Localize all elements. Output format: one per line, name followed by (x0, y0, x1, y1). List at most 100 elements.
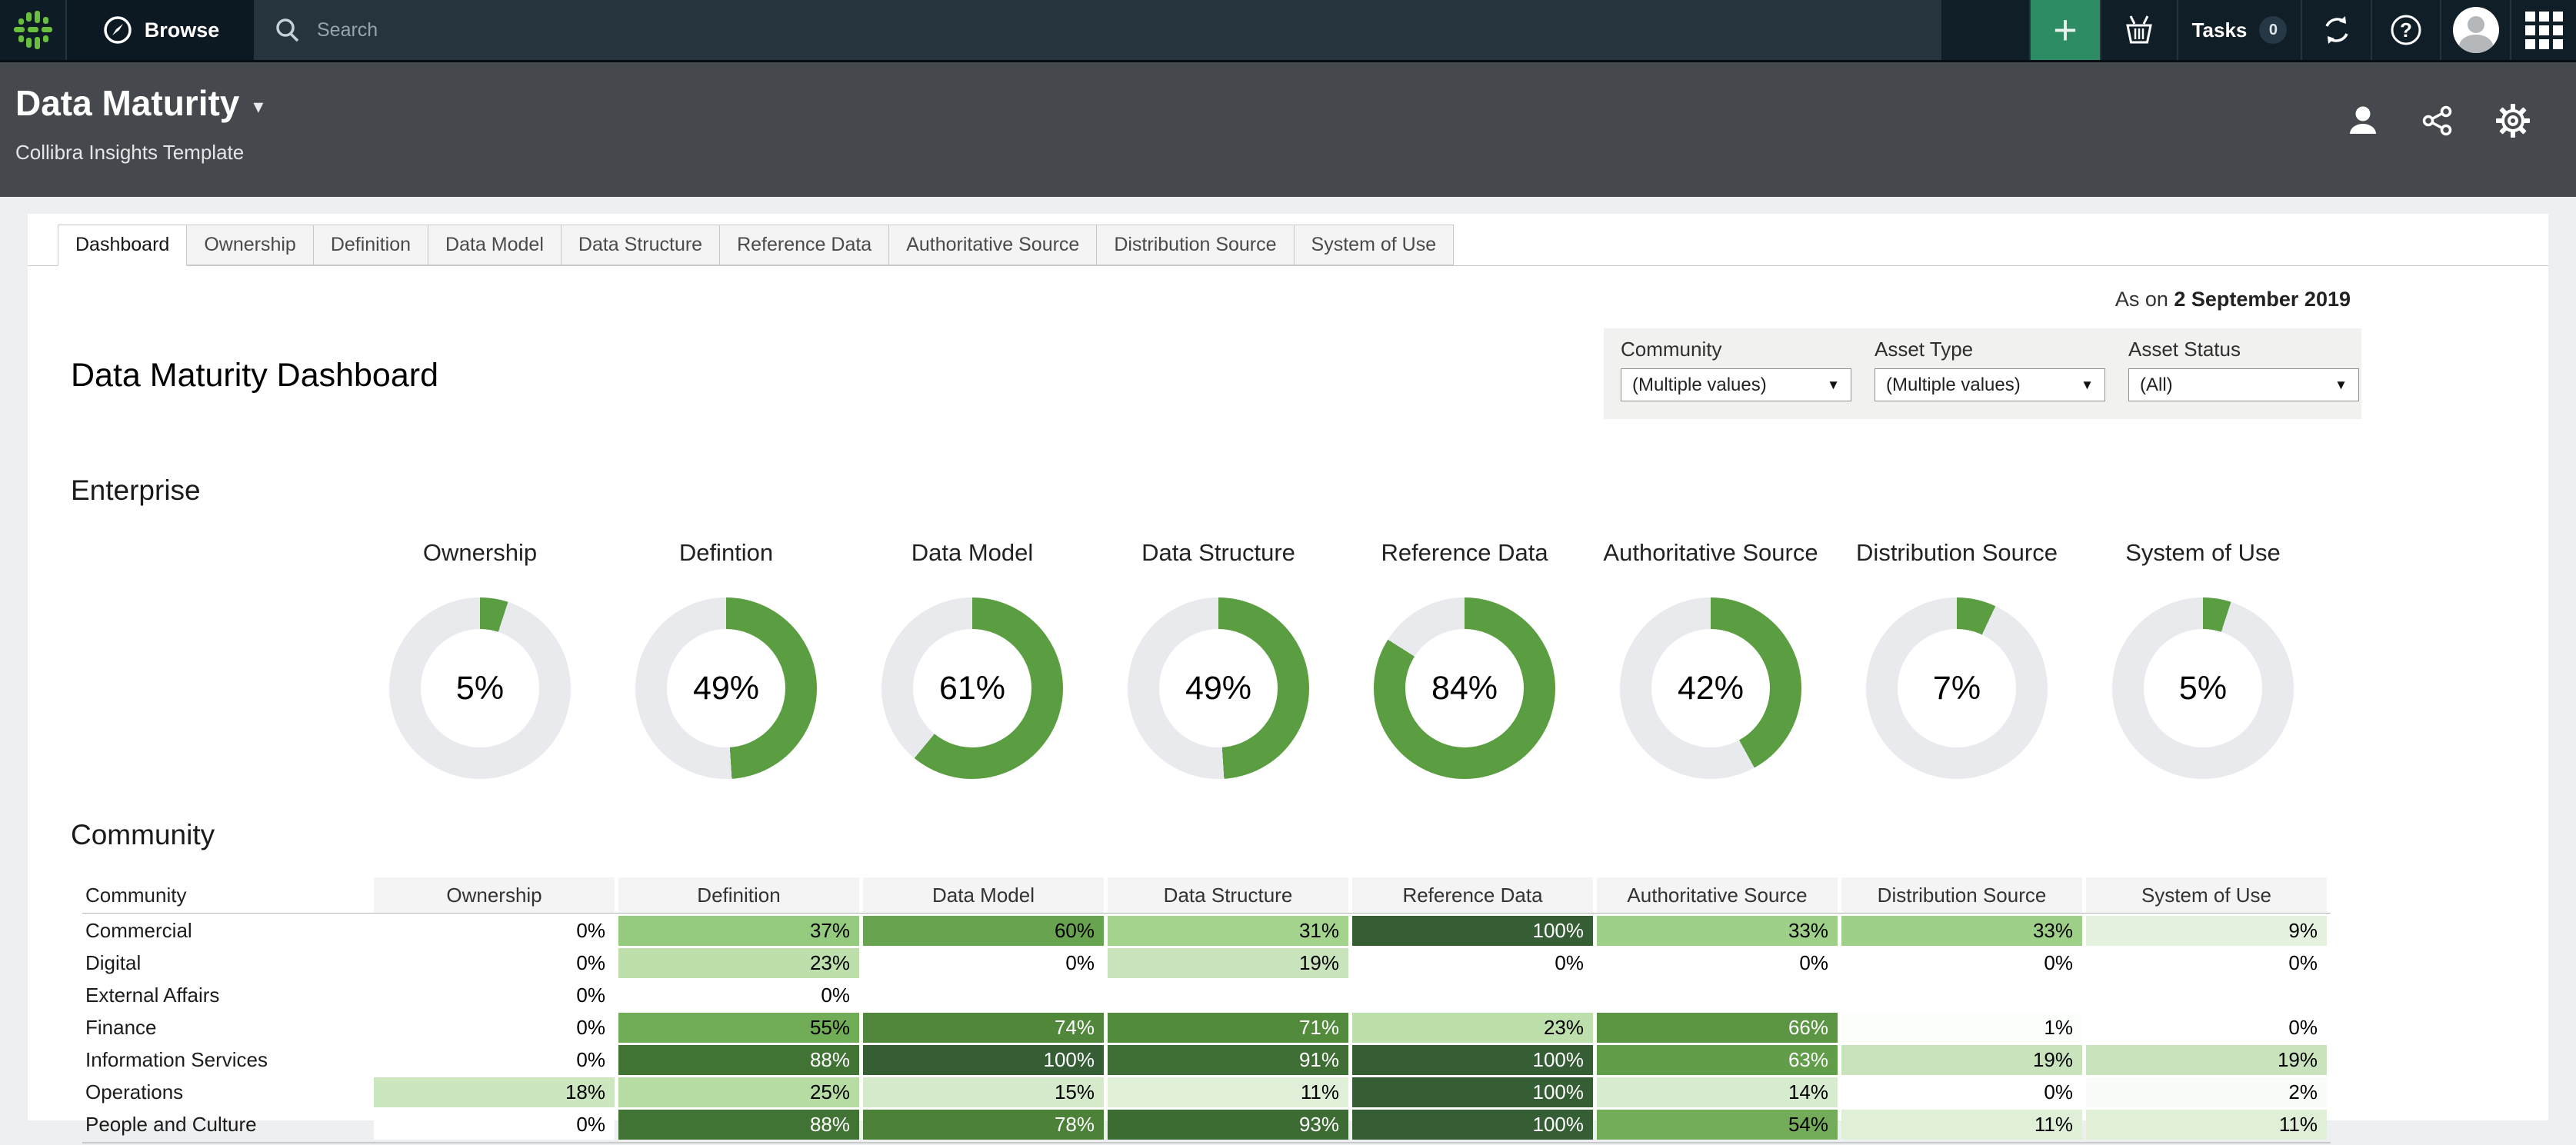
donut-label: Reference Data (1381, 539, 1548, 566)
table-cell: 2% (2086, 1077, 2327, 1107)
donut-data-model: Data Model 61% (849, 539, 1095, 779)
enterprise-donut-row: Ownership 5% Defintion 49% Data Model 61% Data… (357, 539, 2548, 779)
donut-hole: 5% (2144, 629, 2262, 747)
donut-label: Ownership (422, 539, 538, 566)
donut-hole: 49% (667, 629, 785, 747)
donut-defintion: Defintion 49% (603, 539, 849, 779)
tasks-label: Tasks (2191, 18, 2248, 42)
tab-dashboard[interactable]: Dashboard (58, 225, 188, 266)
donut-label: Distribution Source (1856, 539, 2058, 566)
table-cell: 71% (1108, 1013, 1348, 1043)
tab-reference-data[interactable]: Reference Data (719, 225, 889, 265)
column-header-data-structure: Data Structure (1108, 877, 1348, 913)
column-header-community: Community (82, 877, 370, 913)
tasks-button[interactable]: Tasks 0 (2177, 0, 2301, 60)
filter-asset-status: Asset Status (All) ▼ (2128, 338, 2359, 419)
nav-spacer (1941, 0, 2029, 60)
community-table: Community Ownership Definition Data Model Da… (82, 877, 2331, 1143)
table-cell: 88% (618, 1110, 859, 1140)
column-header-definition: Definition (618, 877, 859, 913)
table-cell: 93% (1108, 1110, 1348, 1140)
collibra-logo[interactable] (0, 0, 65, 60)
global-search[interactable] (254, 0, 1941, 60)
table-cell: 0% (863, 948, 1104, 978)
table-cell: 0% (374, 916, 615, 946)
column-header-authoritative-source: Authoritative Source (1597, 877, 1838, 913)
tab-ownership[interactable]: Ownership (187, 225, 313, 265)
grid-icon (2524, 11, 2563, 49)
gear-icon[interactable] (2494, 102, 2531, 139)
browse-button[interactable]: Browse (65, 0, 254, 60)
tab-definition[interactable]: Definition (312, 225, 428, 265)
user-icon[interactable] (2345, 103, 2381, 138)
chevron-down-icon: ▾ (253, 94, 264, 118)
donut-value: 5% (2178, 669, 2228, 707)
donut-chart: 84% (1374, 597, 1555, 779)
table-cell: 91% (1108, 1045, 1348, 1075)
row-label-information-services: Information Services (85, 1048, 268, 1071)
donut-label: Authoritative Source (1603, 539, 1818, 566)
community-table-header: Community Ownership Definition Data Model Da… (82, 877, 2331, 914)
filter-selected-value: (Multiple values) (1632, 374, 1767, 395)
filter-dropdown-asset-type[interactable]: (Multiple values) ▼ (1875, 368, 2105, 401)
filter-asset-type: Asset Type (Multiple values) ▼ (1875, 338, 2105, 419)
table-cell: 11% (1108, 1077, 1348, 1107)
sync-button[interactable] (2301, 0, 2371, 60)
tab-authoritative-source[interactable]: Authoritative Source (888, 225, 1097, 265)
filter-label: Asset Type (1875, 338, 1974, 361)
tab-data-structure[interactable]: Data Structure (560, 225, 720, 265)
app-switcher-button[interactable] (2510, 0, 2576, 60)
help-button[interactable]: ? (2371, 0, 2440, 60)
donut-hole: 7% (1898, 629, 2016, 747)
donut-chart: 7% (1866, 597, 2048, 779)
donut-value: 61% (938, 669, 1006, 707)
table-cell: 33% (1841, 916, 2082, 946)
table-cell (1352, 980, 1593, 1010)
table-cell: 11% (2086, 1110, 2327, 1140)
filter-label: Asset Status (2128, 338, 2241, 361)
filter-community: Community (Multiple values) ▼ (1621, 338, 1851, 419)
filter-dropdown-community[interactable]: (Multiple values) ▼ (1621, 368, 1851, 401)
table-cell: 23% (1352, 1013, 1593, 1043)
basket-icon (2126, 15, 2152, 44)
table-cell: 74% (863, 1013, 1104, 1043)
table-cell: 0% (1841, 1077, 2082, 1107)
tab-distribution-source[interactable]: Distribution Source (1096, 225, 1294, 265)
user-avatar-button[interactable] (2440, 0, 2510, 60)
table-cell: 0% (374, 1045, 615, 1075)
filter-selected-value: (Multiple values) (1886, 374, 2021, 395)
table-cell: 0% (1352, 948, 1593, 978)
table-cell (1597, 980, 1838, 1010)
browse-label: Browse (144, 18, 220, 42)
filter-dropdown-asset-status[interactable]: (All) ▼ (2128, 368, 2359, 401)
search-icon (276, 18, 299, 42)
donut-label: System of Use (2125, 539, 2281, 566)
nav-right-cluster: + Tasks 0 (1941, 0, 2576, 60)
table-cell: 0% (374, 948, 615, 978)
donut-hole: 42% (1651, 629, 1770, 747)
as-on-value: 2 September 2019 (2174, 288, 2351, 311)
tab-system-of-use[interactable]: System of Use (1293, 225, 1455, 265)
shopping-basket-button[interactable] (2100, 0, 2177, 60)
svg-text:?: ? (2400, 18, 2412, 42)
tab-data-model[interactable]: Data Model (428, 225, 561, 265)
table-cell: 88% (618, 1045, 859, 1075)
column-header-system-of-use: System of Use (2086, 877, 2327, 913)
create-button[interactable]: + (2029, 0, 2100, 60)
chevron-down-icon: ▼ (2334, 377, 2348, 392)
donut-chart: 5% (2112, 597, 2294, 779)
search-input[interactable] (317, 18, 778, 42)
donut-value: 49% (1185, 669, 1252, 707)
plus-icon: + (2053, 7, 2078, 53)
table-cell: 25% (618, 1077, 859, 1107)
table-cell: 23% (618, 948, 859, 978)
table-cell: 100% (1352, 1077, 1593, 1107)
page-subtitle: Collibra Insights Template (15, 141, 245, 164)
row-label-digital: Digital (85, 951, 142, 974)
collibra-logo-icon (13, 11, 52, 49)
chevron-down-icon: ▼ (1827, 377, 1840, 392)
share-icon[interactable] (2421, 104, 2454, 138)
table-cell: 100% (863, 1045, 1104, 1075)
avatar (2452, 7, 2499, 53)
dashboard-title-dropdown[interactable]: Data Maturity ▾ (15, 82, 2576, 124)
